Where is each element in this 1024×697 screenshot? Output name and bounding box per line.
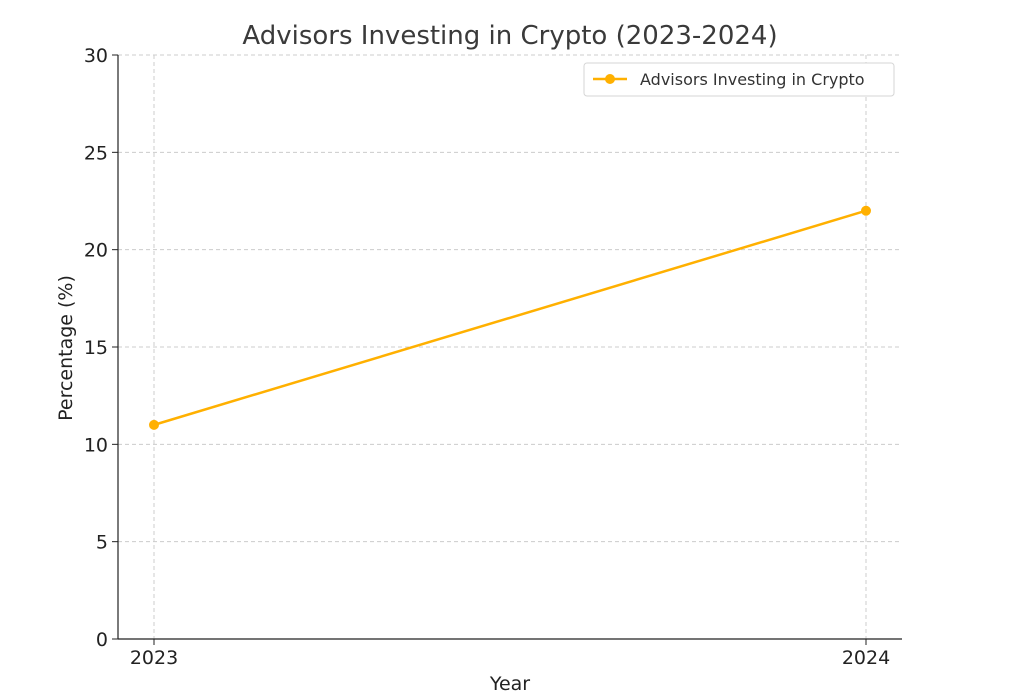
y-tick-label: 10	[84, 434, 108, 456]
legend: Advisors Investing in Crypto	[583, 62, 895, 97]
y-tick-label: 15	[84, 337, 108, 359]
y-tick-label: 5	[96, 532, 108, 554]
grid-lines	[118, 54, 902, 640]
data-point	[861, 205, 871, 216]
x-tick-label: 2023	[130, 647, 178, 669]
legend-marker-swatch	[605, 74, 615, 84]
chart-title: Advisors Investing in Crypto (2023-2024)	[242, 21, 777, 51]
y-tick-label: 25	[84, 142, 108, 164]
series-group	[149, 205, 871, 430]
x-axis-ticks: 2023 2024	[130, 639, 890, 669]
legend-entry-label: Advisors Investing in Crypto	[640, 70, 865, 89]
x-axis-label: Year	[489, 673, 530, 695]
y-tick-label: 20	[84, 240, 108, 262]
legend-box	[583, 62, 895, 97]
series-line	[153, 209, 867, 427]
y-tick-label: 30	[84, 45, 108, 67]
y-tick-label: 0	[96, 629, 108, 651]
y-axis-ticks: 0 5 10 15 20 25 30	[84, 45, 118, 651]
x-tick-label: 2024	[842, 647, 890, 669]
y-axis-label: Percentage (%)	[55, 275, 77, 421]
data-point	[149, 419, 159, 430]
